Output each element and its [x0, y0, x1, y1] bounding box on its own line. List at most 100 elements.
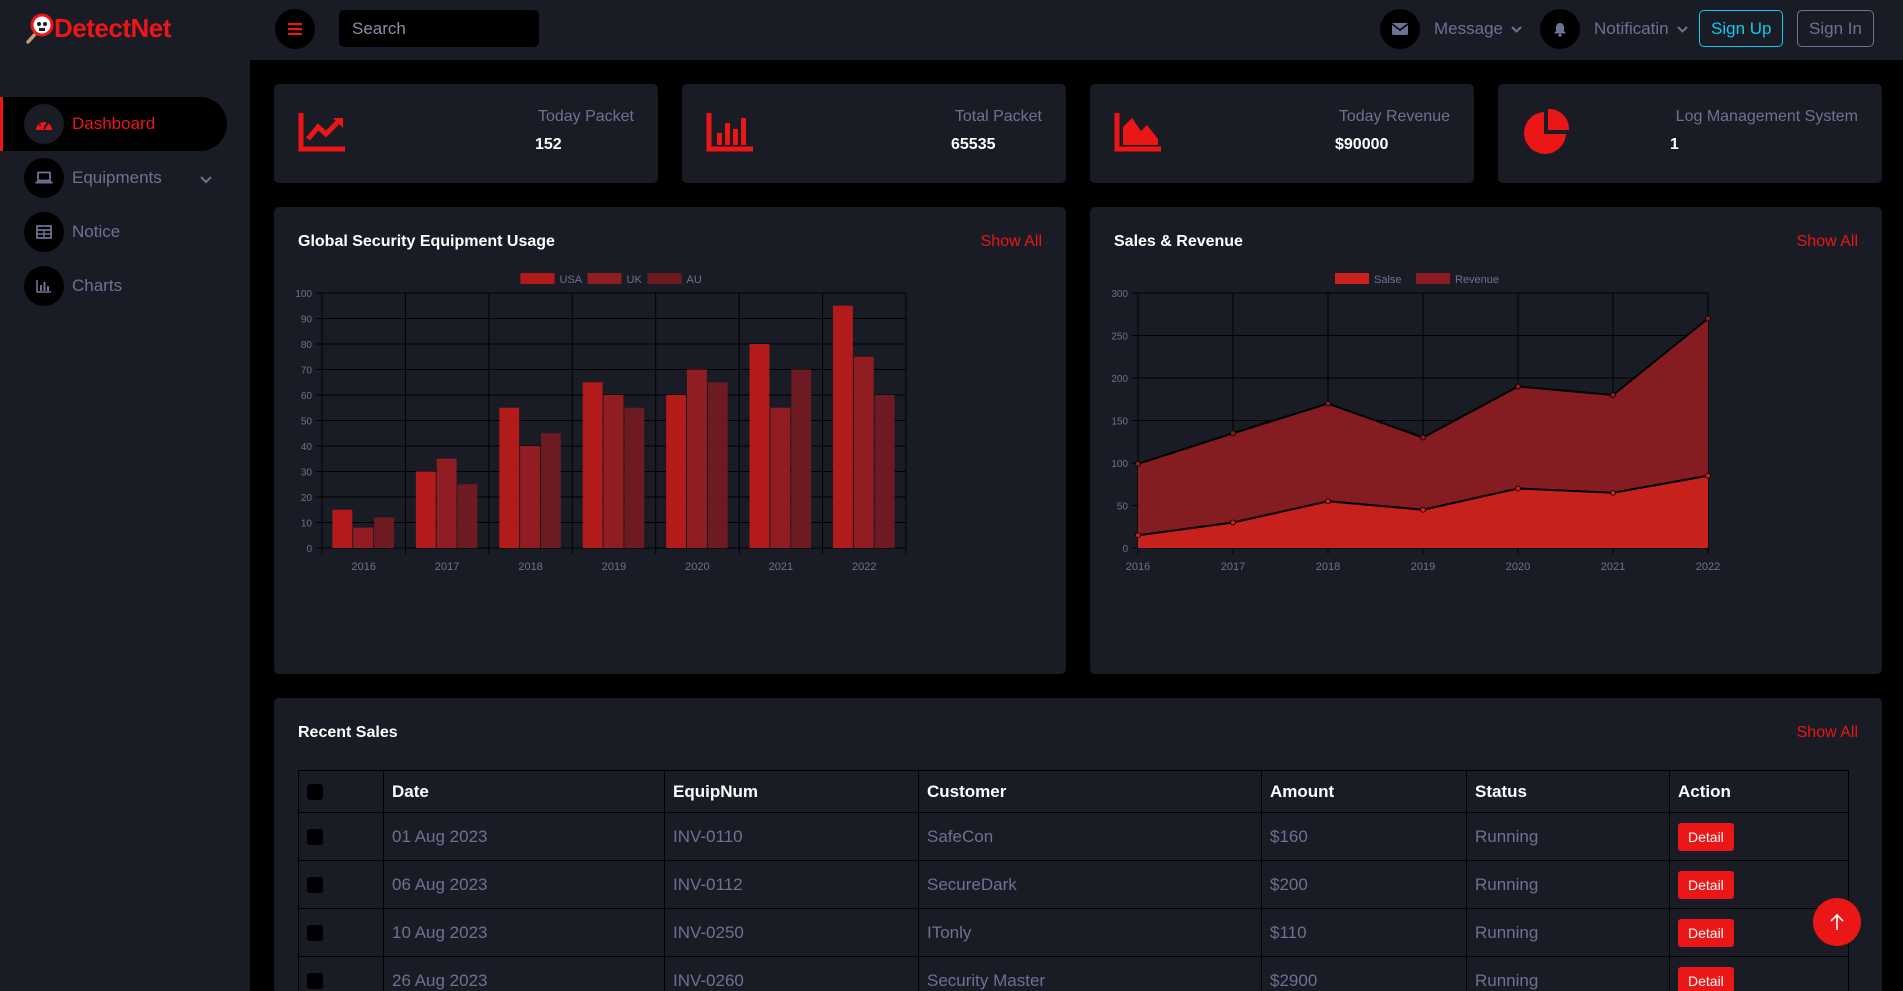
menu-toggle-button[interactable]	[275, 9, 315, 49]
table-row: 26 Aug 2023 INV-0260 Security Master $29…	[298, 956, 1849, 991]
status-cell: Running	[1466, 860, 1670, 909]
notification-dropdown[interactable]: Notificatin	[1540, 9, 1688, 49]
y-tick-label: 150	[1111, 417, 1128, 428]
bar-usa	[332, 509, 353, 548]
bar-au	[874, 395, 895, 548]
chevron-down-icon[interactable]	[200, 169, 212, 189]
detail-button[interactable]: Detail	[1678, 966, 1734, 991]
x-tick-label: 2021	[1601, 561, 1625, 573]
sidebar-item-charts[interactable]: Charts	[0, 259, 250, 313]
legend-swatch	[520, 273, 555, 284]
stat-value: 65535	[951, 136, 996, 153]
row-checkbox[interactable]	[307, 973, 323, 990]
amount-cell: $2900	[1261, 956, 1467, 991]
sidebar-item-notice[interactable]: Notice	[0, 205, 250, 259]
column-header[interactable]: Amount	[1261, 770, 1467, 813]
column-header[interactable]: Customer	[918, 770, 1262, 813]
y-tick-label: 30	[301, 468, 313, 479]
bar-au	[624, 407, 645, 548]
message-label: Message	[1434, 19, 1503, 38]
detail-button[interactable]: Detail	[1678, 822, 1734, 851]
bell-icon	[1540, 9, 1580, 49]
amount-cell: $110	[1261, 908, 1467, 957]
x-tick-label: 2020	[685, 561, 709, 573]
show-all-link[interactable]: Show All	[1796, 233, 1858, 250]
bar-au	[374, 517, 394, 548]
x-tick-label: 2018	[1316, 561, 1340, 573]
main-content: Today Packet 152 Total Packet 65535 Toda…	[250, 60, 1903, 991]
detail-button[interactable]: Detail	[1678, 870, 1734, 899]
y-tick-label: 70	[301, 366, 313, 377]
notification-label: Notificatin	[1594, 19, 1669, 38]
chart-area-icon	[1114, 113, 1161, 152]
point-revenue	[1420, 434, 1426, 441]
y-tick-label: 90	[301, 315, 313, 326]
column-header[interactable]: Date	[383, 770, 665, 813]
sidebar-item-label: Notice	[72, 222, 121, 241]
bar-au	[541, 433, 561, 548]
chart-line-icon	[298, 113, 345, 152]
sidebar-item-equipments[interactable]: Equipments	[0, 151, 250, 205]
sidebar: DetectNet Dashboard Equipments Notice	[0, 0, 250, 991]
stat-label: Today Revenue	[1338, 108, 1450, 125]
search-input[interactable]	[339, 10, 539, 47]
point-revenue	[1705, 315, 1711, 322]
chevron-down-icon	[1511, 25, 1522, 33]
customer-cell: SafeCon	[918, 812, 1262, 861]
area-chart: 0 50 100 150 200 250 300 2016 2017 2018 2019 2020 20…	[1111, 273, 1720, 573]
y-tick-label: 50	[1117, 502, 1129, 513]
column-header[interactable]: Action	[1669, 770, 1849, 813]
stat-value: $90000	[1335, 136, 1389, 153]
show-all-link[interactable]: Show All	[1796, 724, 1858, 741]
equip-cell: INV-0112	[664, 860, 919, 909]
detail-button[interactable]: Detail	[1678, 918, 1734, 947]
x-tick-label: 2017	[435, 561, 459, 573]
legend-label: Salse	[1374, 274, 1402, 286]
table-icon	[24, 212, 64, 252]
gauge-icon	[24, 104, 64, 144]
x-tick-label: 2021	[769, 561, 793, 573]
column-header[interactable]: EquipNum	[664, 770, 919, 813]
select-all-checkbox[interactable]	[307, 784, 323, 801]
panel-title: Sales & Revenue	[1114, 233, 1243, 250]
equip-cell: INV-0110	[664, 812, 919, 861]
point-salse	[1420, 506, 1426, 513]
sign-up-button[interactable]: Sign Up	[1699, 10, 1784, 47]
date-cell: 06 Aug 2023	[383, 860, 665, 909]
chart-icon	[24, 266, 64, 306]
sidebar-item-dashboard[interactable]: Dashboard	[0, 97, 227, 151]
sign-in-button[interactable]: Sign In	[1797, 10, 1874, 47]
bar-uk	[770, 407, 791, 548]
bar-usa	[415, 471, 436, 548]
y-tick-label: 250	[1111, 332, 1128, 343]
point-revenue	[1610, 392, 1616, 398]
column-header[interactable]: Status	[1466, 770, 1670, 813]
x-tick-label: 2017	[1221, 561, 1245, 573]
point-revenue	[1135, 460, 1141, 467]
message-dropdown[interactable]: Message	[1380, 9, 1522, 49]
y-tick-label: 300	[1111, 289, 1128, 300]
x-tick-label: 2020	[1506, 561, 1530, 573]
amount-cell: $200	[1261, 860, 1467, 909]
row-checkbox[interactable]	[307, 877, 323, 894]
table-row: 06 Aug 2023 INV-0112 SecureDark $200 Run…	[298, 860, 1849, 909]
back-to-top-button[interactable]	[1813, 898, 1861, 946]
stat-card-today-revenue: Today Revenue $90000	[1090, 84, 1474, 183]
magnifier-skull-icon	[24, 13, 54, 44]
show-all-link[interactable]: Show All	[980, 233, 1042, 250]
y-tick-label: 100	[295, 289, 312, 300]
row-checkbox[interactable]	[307, 829, 323, 846]
point-revenue	[1515, 383, 1521, 390]
y-tick-label: 40	[301, 442, 313, 453]
stat-value: 152	[535, 136, 562, 153]
legend-swatch	[587, 273, 622, 284]
stat-value: 1	[1670, 136, 1679, 153]
status-cell: Running	[1466, 812, 1670, 861]
brand-logo[interactable]: DetectNet	[24, 8, 171, 48]
customer-cell: ITonly	[918, 908, 1262, 957]
date-cell: 10 Aug 2023	[383, 908, 665, 957]
y-tick-label: 200	[1111, 374, 1128, 385]
sidebar-item-label: Charts	[72, 276, 123, 295]
point-salse	[1515, 485, 1521, 492]
row-checkbox[interactable]	[307, 925, 323, 942]
